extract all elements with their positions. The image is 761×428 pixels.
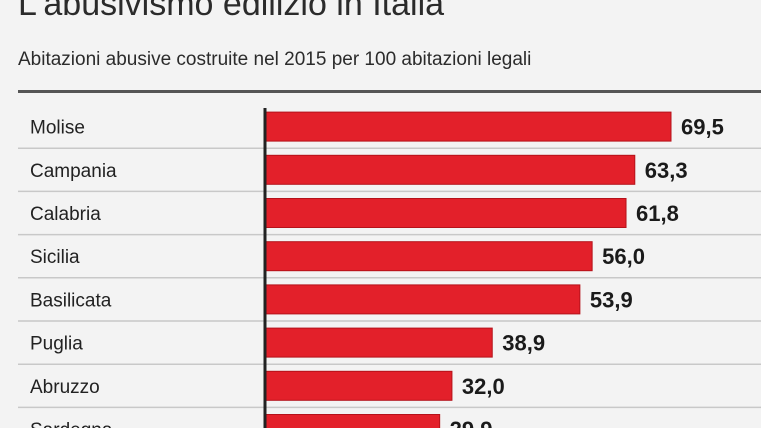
value-label: 61,8 bbox=[636, 201, 679, 226]
value-label: 29,9 bbox=[450, 417, 493, 428]
bar-calabria bbox=[264, 198, 627, 228]
bar-abruzzo bbox=[264, 370, 453, 401]
value-label: 53,9 bbox=[590, 287, 633, 312]
bar-puglia bbox=[264, 327, 493, 358]
chart-subtitle: Abitazioni abusive costruite nel 2015 pe… bbox=[18, 49, 532, 70]
header-rule bbox=[18, 90, 761, 93]
bar-basilicata bbox=[264, 284, 581, 315]
bar-sicilia bbox=[264, 241, 593, 272]
value-label: 56,0 bbox=[602, 244, 645, 269]
category-label: Puglia bbox=[30, 334, 83, 355]
value-label: 38,9 bbox=[502, 331, 545, 356]
bar-campania bbox=[264, 154, 636, 185]
bar-molise bbox=[264, 111, 672, 142]
chart-title: L'abusivismo edilizio in Italia bbox=[18, 0, 445, 23]
category-label: Sardegna bbox=[30, 420, 113, 428]
bar-sardegna bbox=[264, 414, 441, 428]
category-label: Sicilia bbox=[30, 247, 80, 268]
category-label: Basilicata bbox=[30, 290, 112, 311]
category-label: Abruzzo bbox=[30, 377, 100, 398]
category-label: Molise bbox=[30, 118, 85, 139]
value-label: 32,0 bbox=[462, 374, 505, 399]
value-label: 69,5 bbox=[681, 115, 724, 140]
category-label: Campania bbox=[30, 161, 117, 182]
value-label: 63,3 bbox=[645, 158, 688, 183]
category-label: Calabria bbox=[30, 204, 101, 225]
